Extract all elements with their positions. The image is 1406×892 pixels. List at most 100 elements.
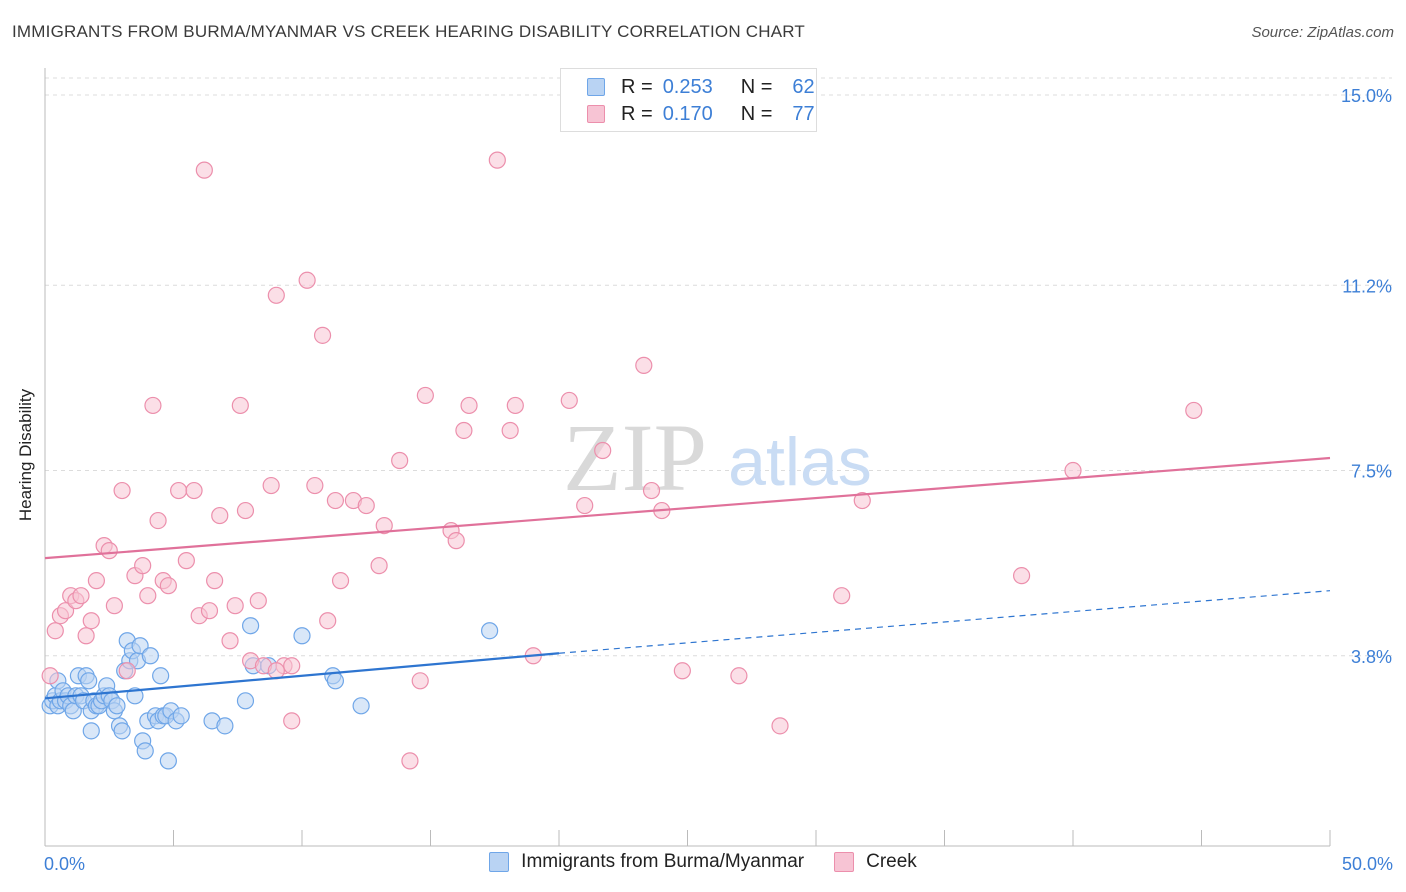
legend-label-burma: Immigrants from Burma/Myanmar [521,851,805,872]
data-point [283,657,301,675]
data-point [853,491,871,510]
data-point [306,476,324,495]
data-point [771,717,789,735]
legend-row-creek: R = 0.170 N = 77 [587,103,815,125]
data-point [185,481,203,500]
data-point [136,742,154,760]
data-point [221,632,239,650]
data-point [108,697,126,715]
data-point [72,587,90,605]
data-point [139,587,157,605]
data-point [501,421,519,440]
watermark-zip: ZIP [563,404,707,511]
data-point [1012,567,1031,585]
data-point [236,501,255,520]
data-point [236,692,255,710]
watermark-atlas: atlas [728,424,872,500]
data-point [87,572,106,590]
data-point [262,476,280,495]
data-point [1064,461,1082,480]
legend-item-burma[interactable]: Immigrants from Burma/Myanmar [489,851,804,873]
y-tick-label: 3.8% [1351,647,1392,667]
data-point [352,697,370,715]
data-point [200,602,219,620]
data-point [177,552,195,570]
legend-row-burma: R = 0.253 N = 62 [587,76,815,98]
data-points [41,151,1203,770]
y-tick-label: 7.5% [1351,462,1392,482]
data-point [267,286,285,304]
legend-r-label: R = [621,102,653,125]
data-point [401,752,419,770]
data-point [460,396,478,415]
y-tick-label: 15.0% [1341,86,1392,106]
data-point [594,441,612,460]
data-point [41,667,59,685]
data-point [77,627,95,645]
data-point [730,667,748,685]
data-point [144,396,162,415]
data-point [46,622,64,640]
data-point [195,161,213,179]
data-point [326,491,345,510]
data-point [80,672,98,690]
data-point [560,391,578,410]
data-point [642,481,661,500]
trend-lines [44,456,1331,700]
data-point [172,707,190,725]
y-tick-label: 11.2% [1342,276,1392,296]
x-tick-label: 50.0% [1342,854,1393,874]
data-point [375,516,393,535]
data-point [100,542,118,560]
data-point [170,481,188,500]
data-point [149,511,167,530]
data-point [82,722,100,740]
legend-n-label: N = [740,75,773,98]
legend-n-label: N = [740,102,773,125]
data-point [326,672,345,690]
legend-swatch-burma [489,852,510,872]
data-point [131,637,149,655]
data-point [411,672,429,690]
data-point [159,752,177,770]
data-point [635,356,653,374]
data-point [134,557,152,575]
series-legend: Immigrants from Burma/Myanmar Creek [0,851,1406,873]
data-point [113,722,131,740]
data-point [331,572,350,590]
data-point [576,496,594,515]
data-point [226,597,244,615]
x-tick-label: 0.0% [44,854,85,874]
trend-line-burma [44,652,560,700]
data-point [141,647,159,665]
axes [44,68,1331,847]
data-point [293,627,311,645]
data-point [313,326,332,344]
data-point [488,151,506,169]
data-point [506,396,524,415]
legend-item-creek[interactable]: Creek [834,851,917,873]
chart-title: IMMIGRANTS FROM BURMA/MYANMAR VS CREEK H… [12,22,805,41]
legend-swatch-burma [587,78,605,96]
data-point [113,481,131,500]
data-point [206,572,224,590]
gridlines [45,77,1392,657]
data-point [391,451,409,470]
watermark: ZIP atlas [563,404,872,511]
data-point [481,622,499,640]
data-point [242,617,260,635]
legend-n-value: 62 [792,75,815,98]
legend-swatch-creek [834,852,855,872]
legend-n-value: 77 [792,102,815,125]
data-point [82,612,100,630]
data-point [1185,401,1203,420]
legend-r-value: 0.253 [662,75,713,98]
data-point [319,612,337,630]
legend-r-label: R = [621,75,653,98]
data-point [673,662,691,680]
data-point [231,396,249,415]
correlation-legend: R = 0.253 N = 62 R = 0.170 N = 77 [560,68,817,132]
data-point [455,421,473,440]
data-point [298,271,316,289]
